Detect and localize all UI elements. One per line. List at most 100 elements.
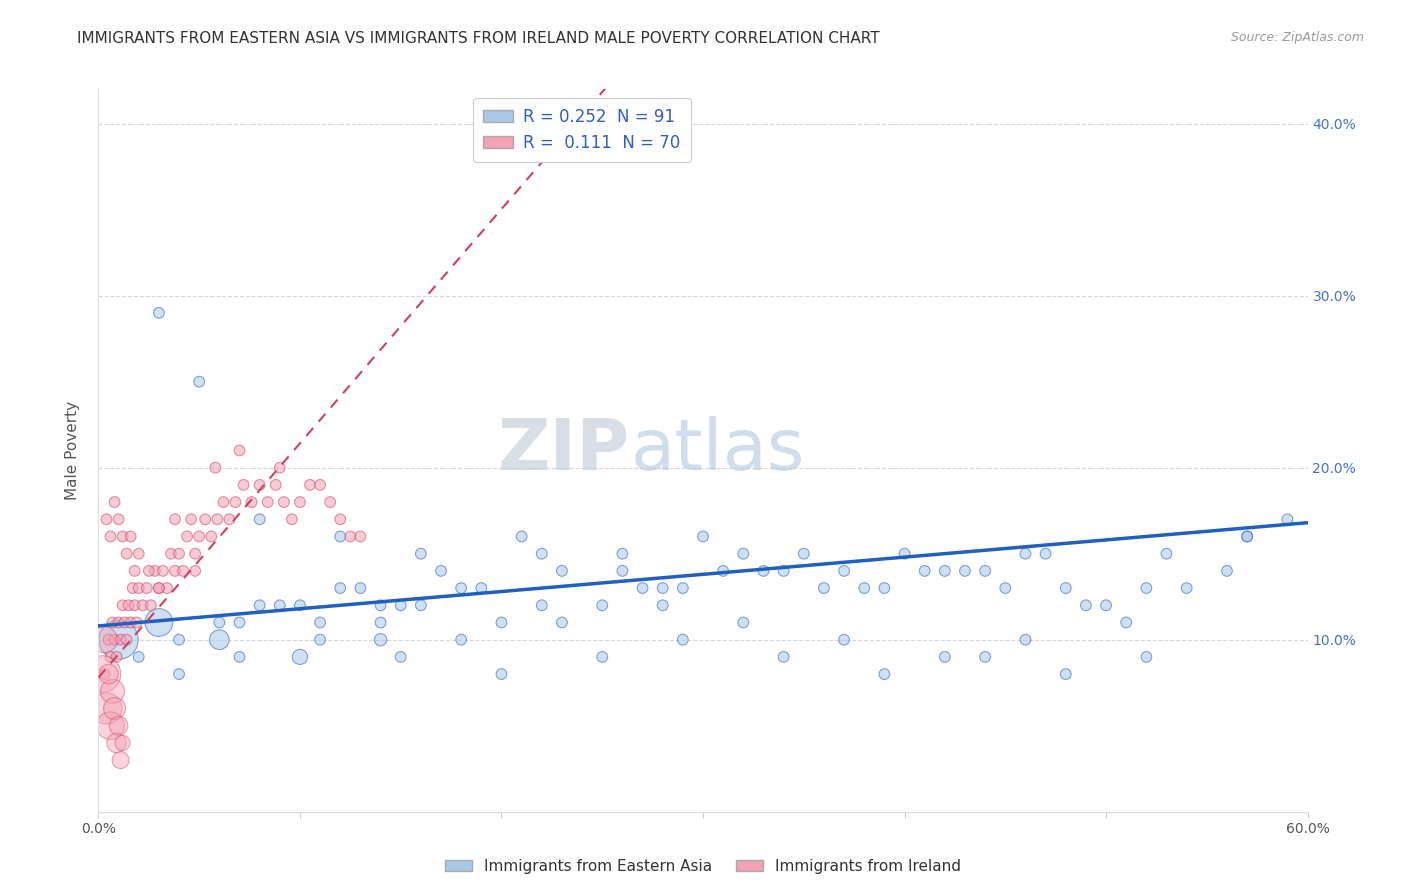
Point: [172, 564, 194, 578]
Point: [228, 649, 250, 664]
Point: [120, 615, 142, 630]
Point: [1035, 547, 1057, 561]
Point: [188, 529, 211, 543]
Point: [994, 581, 1017, 595]
Point: [772, 564, 794, 578]
Point: [1014, 632, 1036, 647]
Point: [409, 547, 432, 561]
Point: [200, 529, 222, 543]
Point: [93, 632, 115, 647]
Point: [793, 547, 815, 561]
Point: [733, 615, 755, 630]
Text: ZIP: ZIP: [498, 416, 630, 485]
Point: [329, 581, 352, 595]
Point: [100, 649, 122, 664]
Point: [288, 495, 311, 509]
Point: [180, 512, 202, 526]
Point: [156, 581, 179, 595]
Point: [101, 684, 124, 698]
Point: [1135, 581, 1157, 595]
Point: [111, 529, 134, 543]
Point: [120, 529, 142, 543]
Point: [128, 581, 150, 595]
Point: [97, 667, 120, 681]
Point: [953, 564, 976, 578]
Point: [853, 581, 876, 595]
Point: [672, 581, 695, 595]
Point: [105, 736, 128, 750]
Point: [107, 719, 129, 733]
Point: [491, 615, 513, 630]
Point: [107, 615, 129, 630]
Point: [329, 512, 352, 526]
Point: [111, 736, 134, 750]
Point: [152, 564, 174, 578]
Point: [110, 753, 132, 767]
Point: [329, 529, 352, 543]
Point: [212, 495, 235, 509]
Point: [100, 719, 122, 733]
Text: atlas: atlas: [630, 416, 804, 485]
Point: [349, 529, 371, 543]
Point: [281, 512, 304, 526]
Point: [1095, 599, 1118, 613]
Point: [273, 495, 295, 509]
Point: [167, 547, 190, 561]
Point: [148, 615, 170, 630]
Point: [631, 581, 654, 595]
Point: [551, 564, 574, 578]
Point: [288, 649, 311, 664]
Point: [163, 564, 186, 578]
Point: [389, 649, 412, 664]
Point: [1175, 581, 1198, 595]
Point: [491, 667, 513, 681]
Point: [128, 649, 150, 664]
Point: [249, 478, 271, 492]
Point: [124, 564, 146, 578]
Point: [370, 599, 392, 613]
Point: [125, 615, 148, 630]
Text: Source: ZipAtlas.com: Source: ZipAtlas.com: [1230, 31, 1364, 45]
Point: [309, 632, 332, 647]
Point: [1115, 615, 1137, 630]
Point: [184, 547, 207, 561]
Point: [813, 581, 835, 595]
Point: [430, 564, 453, 578]
Point: [114, 615, 136, 630]
Point: [100, 529, 122, 543]
Point: [143, 564, 166, 578]
Point: [1074, 599, 1097, 613]
Point: [105, 649, 128, 664]
Point: [672, 632, 695, 647]
Point: [264, 478, 287, 492]
Point: [208, 615, 231, 630]
Point: [530, 599, 553, 613]
Point: [96, 701, 118, 715]
Point: [194, 512, 217, 526]
Point: [873, 581, 896, 595]
Point: [91, 667, 114, 681]
Point: [1156, 547, 1178, 561]
Point: [551, 615, 574, 630]
Point: [97, 632, 120, 647]
Point: [612, 547, 634, 561]
Point: [409, 599, 432, 613]
Point: [167, 667, 190, 681]
Point: [232, 478, 254, 492]
Point: [138, 564, 160, 578]
Point: [228, 615, 250, 630]
Point: [139, 599, 162, 613]
Y-axis label: Male Poverty: Male Poverty: [65, 401, 80, 500]
Point: [1135, 649, 1157, 664]
Point: [893, 547, 915, 561]
Point: [711, 564, 734, 578]
Point: [530, 547, 553, 561]
Point: [1054, 581, 1077, 595]
Point: [148, 306, 170, 320]
Point: [184, 564, 207, 578]
Point: [612, 564, 634, 578]
Point: [1236, 529, 1258, 543]
Point: [176, 529, 198, 543]
Point: [370, 615, 392, 630]
Point: [269, 599, 291, 613]
